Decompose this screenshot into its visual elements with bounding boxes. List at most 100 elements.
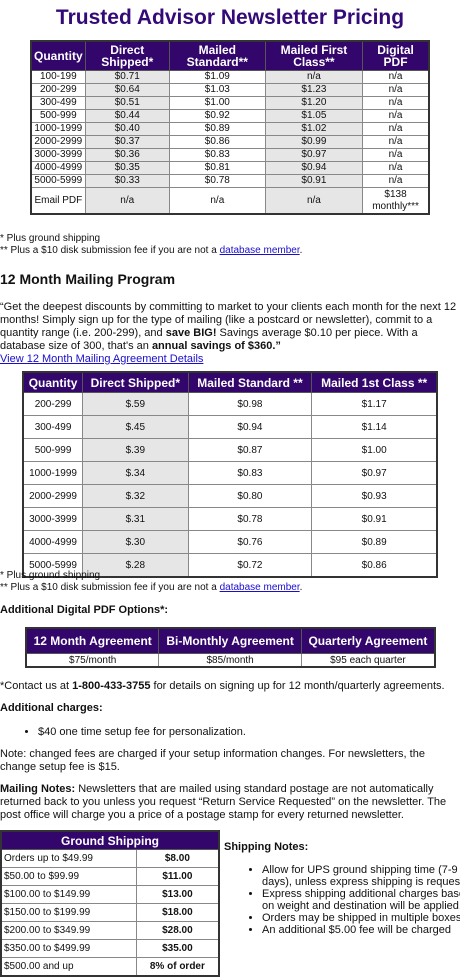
note: * Plus ground shipping (0, 570, 101, 581)
phone: 1-800-433-3755 (72, 680, 151, 692)
cell: $1.09 (168, 70, 266, 84)
cell: $0.91 (264, 174, 364, 188)
cell: Orders up to $49.99 (0, 849, 137, 868)
bold-text: save BIG! (165, 327, 217, 339)
link[interactable]: database member (219, 582, 300, 593)
list-item: Allow for UPS ground shipping time (7-9 … (262, 864, 460, 888)
cell: $100.00 to $149.99 (0, 885, 137, 904)
cell: n/a (362, 109, 430, 123)
header-cell: 12 Month Agreement (25, 627, 160, 654)
shipping-notes-list: Allow for UPS ground shipping time (7-9 … (224, 864, 460, 936)
cell: $0.35 (84, 161, 170, 175)
heading: Additional Digital PDF Options*: (0, 604, 169, 616)
header-cell: Mailed 1st Class ** (311, 371, 438, 393)
heading: Shipping Notes: (224, 841, 309, 853)
cell: $0.89 (168, 122, 266, 136)
row: $150.00 to $199.99 $18.00 (0, 903, 220, 922)
cell: n/a (362, 174, 430, 188)
cell: n/a (168, 187, 266, 215)
cell: $0.97 (311, 461, 438, 485)
cell: $13.00 (135, 885, 220, 904)
cell: $0.78 (187, 507, 313, 531)
cell: 200-299 (22, 392, 84, 416)
cell: $0.99 (264, 135, 364, 149)
header-cell: Mailed Standard** (168, 40, 266, 71)
row: 4000-4999 $0.35 $0.81 $0.94 n/a (30, 161, 430, 175)
cell: $200.00 to $349.99 (0, 921, 137, 940)
text: Savings average $0.10 per piece. With a … (0, 327, 418, 352)
row: 3000-3999 $0.36 $0.83 $0.97 n/a (30, 148, 430, 162)
header-row: Quantity Direct Shipped* Mailed Standard**… (30, 40, 430, 71)
cell: $.34 (82, 461, 189, 485)
cell: $0.81 (168, 161, 266, 175)
cell: 200-299 (30, 83, 86, 97)
text: “Get the deepest discounts by committing… (0, 301, 457, 339)
contact: *Contact us at 1-800-433-3755 for detail… (0, 680, 445, 693)
cell: 3000-3999 (30, 148, 86, 162)
cell: $.30 (82, 530, 189, 554)
header-cell: Bi-Monthly Agreement (158, 627, 302, 654)
row: $100.00 to $149.99 $13.00 (0, 885, 220, 904)
cell: $85/month (158, 653, 302, 668)
cell: $0.83 (187, 461, 313, 485)
row: $350.00 to $499.99 $35.00 (0, 939, 220, 958)
cell: n/a (362, 161, 430, 175)
cell: 5000-5999 (30, 174, 86, 188)
text: Newsletters that are mailed using standa… (0, 783, 447, 821)
note-text: ** Plus a $10 disk submission fee if you… (0, 582, 220, 593)
header-cell: Direct Shipped* (84, 40, 170, 71)
cell: $0.94 (187, 415, 313, 439)
pdf-table-wrap: 12 Month Agreement Bi-Monthly Agreement Qu… (25, 627, 436, 668)
section-heading: 12 Month Mailing Program (0, 271, 176, 287)
bold-text: annual savings of $360.” (151, 340, 281, 352)
row: 300-499 $0.51 $1.00 $1.20 n/a (30, 96, 430, 110)
cell: n/a (362, 122, 430, 136)
cell: 3000-3999 (22, 507, 84, 531)
cell: $95 each quarter (300, 653, 436, 668)
cell: $18.00 (135, 903, 220, 922)
note: * Plus ground shipping (0, 233, 101, 244)
cell: $0.78 (168, 174, 266, 188)
cell: $.28 (82, 553, 189, 578)
list-item: $40 one time setup fee for personalizati… (38, 726, 246, 738)
cell: $.32 (82, 484, 189, 508)
row: 200-299 $.59 $0.98 $1.17 (22, 392, 438, 416)
table: Quantity Direct Shipped* Mailed Standard**… (30, 40, 430, 215)
list-item: Orders may be shipped in multiple boxes. (262, 912, 460, 924)
cell: $0.64 (84, 83, 170, 97)
cell: 500-999 (22, 438, 84, 462)
row: 200-299 $0.64 $1.03 $1.23 n/a (30, 83, 430, 97)
header-cell: Digital PDF (362, 40, 430, 71)
header-row: 12 Month Agreement Bi-Monthly Agreement Qu… (25, 627, 436, 654)
cell: Email PDF (30, 187, 86, 215)
cell: $0.87 (187, 438, 313, 462)
cell: $0.89 (311, 530, 438, 554)
cell: 5000-5999 (22, 553, 84, 578)
cell: 100-199 (30, 70, 86, 84)
cell: $0.36 (84, 148, 170, 162)
shipping-table-wrap: Ground Shipping Orders up to $49.99 $8.00 $… (0, 830, 220, 977)
cell: $0.97 (264, 148, 364, 162)
cell: n/a (264, 70, 364, 84)
row: Email PDF n/a n/a n/a $138 monthly*** (30, 187, 430, 215)
row: 5000-5999 $.28 $0.72 $0.86 (22, 553, 438, 578)
link[interactable]: database member (219, 245, 300, 256)
cell: $1.02 (264, 122, 364, 136)
link[interactable]: View 12 Month Mailing Agreement Details (0, 353, 204, 365)
cell: $0.40 (84, 122, 170, 136)
header-cell: Quantity (22, 371, 84, 393)
cell: 4000-4999 (22, 530, 84, 554)
note-text: ** Plus a $10 disk submission fee if you… (0, 245, 220, 256)
cell: n/a (84, 187, 170, 215)
list-item: Express shipping additional charges base… (262, 888, 460, 912)
cell: $0.76 (187, 530, 313, 554)
cell: 500-999 (30, 109, 86, 123)
cell: n/a (362, 96, 430, 110)
cell: 8% of order (135, 957, 220, 977)
cell: 2000-2999 (22, 484, 84, 508)
cell: $0.98 (187, 392, 313, 416)
cell: 4000-4999 (30, 161, 86, 175)
header-cell: Quarterly Agreement (300, 627, 436, 654)
row: 1000-1999 $0.40 $0.89 $1.02 n/a (30, 122, 430, 136)
cell: $1.00 (168, 96, 266, 110)
